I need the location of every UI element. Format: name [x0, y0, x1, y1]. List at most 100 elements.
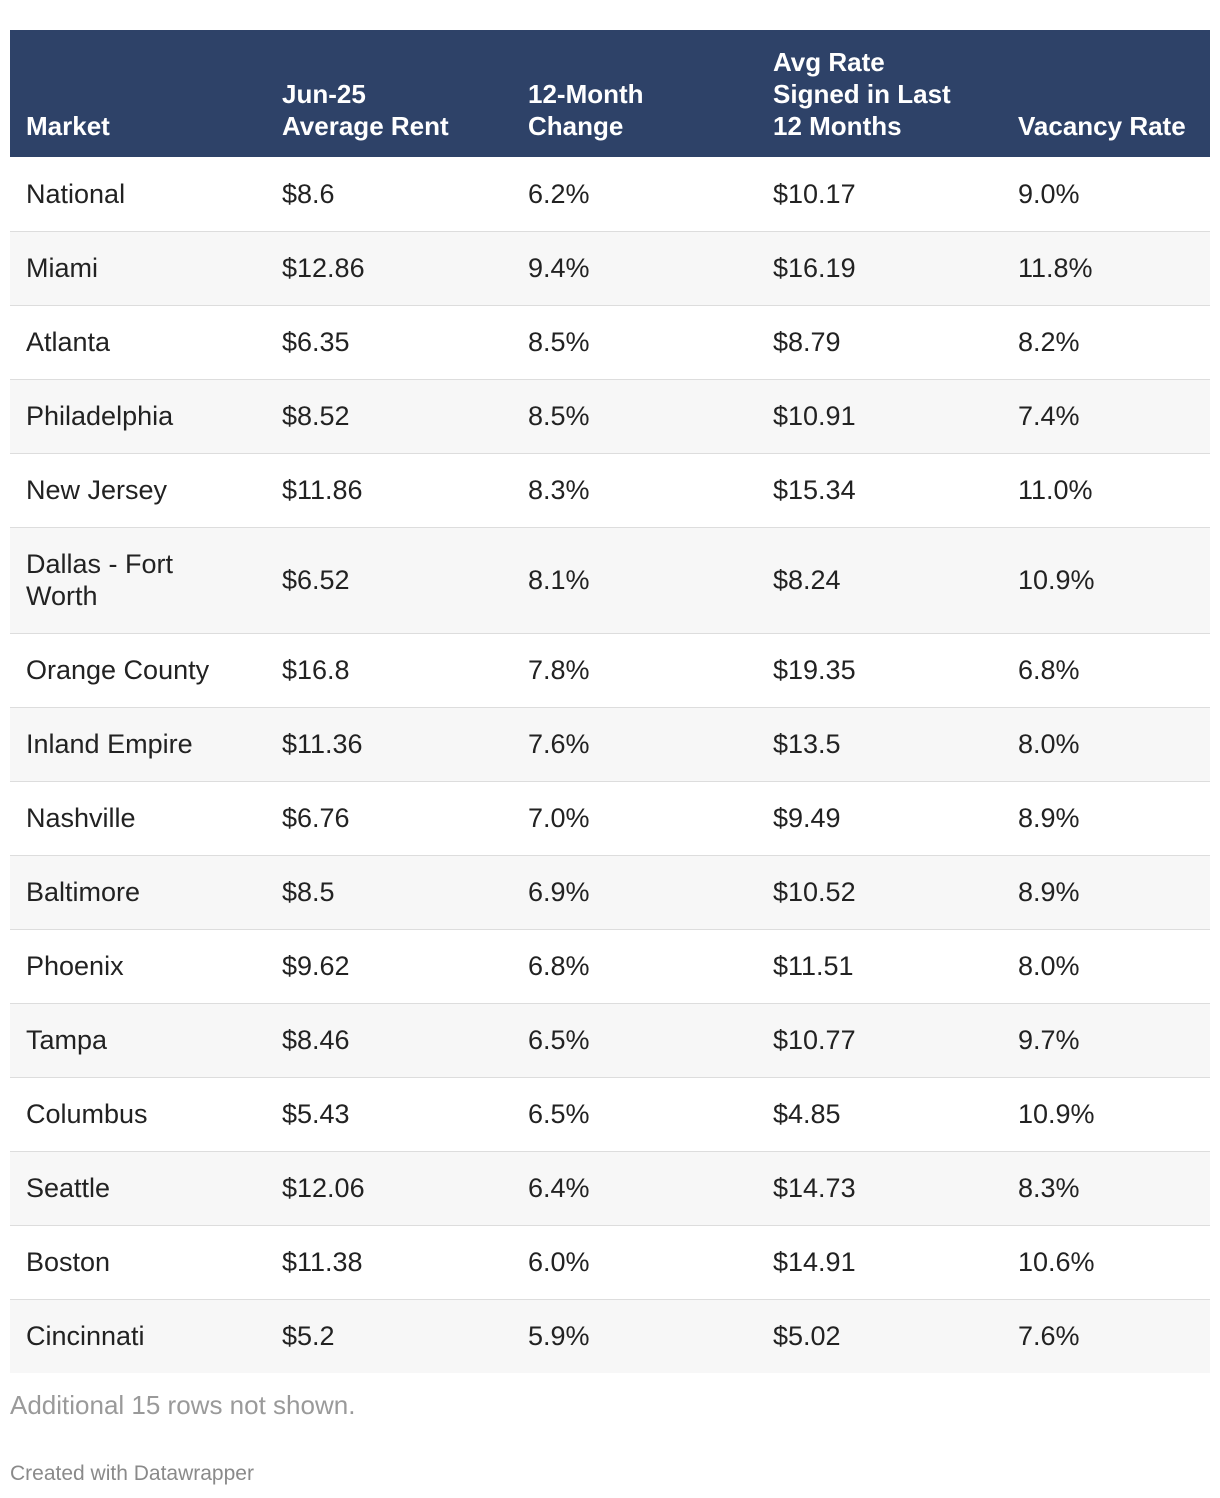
column-header-average-rent: Jun-25 Average Rent	[282, 79, 449, 141]
table-row: Miami $12.86 9.4% $16.19 11.8%	[10, 230, 1210, 305]
cell-change-12-month: 7.8%	[512, 632, 757, 707]
cell-change-12-month: 6.5%	[512, 1002, 757, 1077]
cell-market: Philadelphia	[10, 378, 266, 453]
cell-change-12-month: 7.6%	[512, 706, 757, 781]
cell-average-rent: $11.36	[266, 706, 512, 781]
table-row: Orange County $16.8 7.8% $19.35 6.8%	[10, 632, 1210, 707]
cell-avg-rate-signed: $19.35	[757, 632, 1002, 707]
cell-change-12-month: 9.4%	[512, 230, 757, 305]
table-row: Dallas - Fort Worth $6.52 8.1% $8.24 10.9%	[10, 526, 1210, 633]
cell-vacancy-rate: 9.7%	[1002, 1002, 1210, 1077]
cell-change-12-month: 8.1%	[512, 526, 757, 633]
market-rent-table: Market Jun-25 Average Rent 12-Month Change…	[10, 30, 1210, 1373]
table-row: Tampa $8.46 6.5% $10.77 9.7%	[10, 1002, 1210, 1077]
cell-vacancy-rate: 8.0%	[1002, 706, 1210, 781]
cell-vacancy-rate: 7.4%	[1002, 378, 1210, 453]
cell-vacancy-rate: 11.8%	[1002, 230, 1210, 305]
cell-average-rent: $8.6	[282, 178, 335, 209]
cell-change-12-month: 7.0%	[512, 780, 757, 855]
cell-avg-rate-signed: $11.51	[757, 928, 1002, 1003]
cell-vacancy-rate: 8.0%	[1002, 928, 1210, 1003]
cell-average-rent: $12.06	[266, 1150, 512, 1225]
cell-change-12-month: 6.8%	[512, 928, 757, 1003]
table-row: National $8.6 6.2% $10.17 9.0%	[10, 157, 1210, 231]
cell-average-rent: $5.2	[266, 1298, 512, 1373]
table-row: Inland Empire $11.36 7.6% $13.5 8.0%	[10, 706, 1210, 781]
table-body: National $8.6 6.2% $10.17 9.0% Miami $12.86 9.4…	[10, 157, 1210, 1373]
column-header-vacancy-rate: Vacancy Rate	[1018, 111, 1186, 141]
table-row: Seattle $12.06 6.4% $14.73 8.3%	[10, 1150, 1210, 1225]
cell-change-12-month: 6.4%	[512, 1150, 757, 1225]
cell-average-rent: $12.86	[266, 230, 512, 305]
column-header-market: Market	[26, 111, 110, 141]
cell-average-rent: $11.38	[266, 1224, 512, 1299]
cell-change-12-month: 5.9%	[512, 1298, 757, 1373]
cell-change-12-month: 6.5%	[512, 1076, 757, 1151]
cell-market: Tampa	[10, 1002, 266, 1077]
header-row: Market Jun-25 Average Rent 12-Month Change…	[10, 30, 1210, 157]
cell-market: Nashville	[10, 780, 266, 855]
cell-average-rent: $5.43	[266, 1076, 512, 1151]
datawrapper-credit: Created with Datawrapper	[10, 1462, 254, 1485]
cell-market: National	[26, 178, 126, 209]
cell-market: Miami	[10, 230, 266, 305]
table-header: Market Jun-25 Average Rent 12-Month Change…	[10, 30, 1210, 157]
cell-change-12-month: 8.5%	[512, 304, 757, 379]
cell-average-rent: $11.86	[266, 452, 512, 527]
cell-vacancy-rate: 8.9%	[1002, 780, 1210, 855]
cell-avg-rate-signed: $13.5	[757, 706, 1002, 781]
cell-market: Boston	[10, 1224, 266, 1299]
cell-market: Baltimore	[10, 854, 266, 929]
cell-market: Cincinnati	[10, 1298, 266, 1373]
cell-change-12-month: 8.3%	[512, 452, 757, 527]
cell-change-12-month: 6.9%	[512, 854, 757, 929]
cell-market: Inland Empire	[10, 706, 266, 781]
table-row: Philadelphia $8.52 8.5% $10.91 7.4%	[10, 378, 1210, 453]
cell-vacancy-rate: 6.8%	[1002, 632, 1210, 707]
cell-avg-rate-signed: $4.85	[757, 1076, 1002, 1151]
table-row: Baltimore $8.5 6.9% $10.52 8.9%	[10, 854, 1210, 929]
cell-average-rent: $6.76	[266, 780, 512, 855]
table-row: Atlanta $6.35 8.5% $8.79 8.2%	[10, 304, 1210, 379]
table-row: Cincinnati $5.2 5.9% $5.02 7.6%	[10, 1298, 1210, 1373]
cell-vacancy-rate: 8.3%	[1002, 1150, 1210, 1225]
cell-average-rent: $16.8	[266, 632, 512, 707]
cell-change-12-month: 8.5%	[512, 378, 757, 453]
cell-average-rent: $6.35	[266, 304, 512, 379]
cell-avg-rate-signed: $8.79	[757, 304, 1002, 379]
cell-average-rent: $8.52	[266, 378, 512, 453]
cell-vacancy-rate: 8.9%	[1002, 854, 1210, 929]
data-table-container: Market Jun-25 Average Rent 12-Month Change…	[10, 30, 1210, 1373]
cell-vacancy-rate: 11.0%	[1002, 452, 1210, 527]
cell-market: Phoenix	[10, 928, 266, 1003]
table-row: Phoenix $9.62 6.8% $11.51 8.0%	[10, 928, 1210, 1003]
cell-avg-rate-signed: $16.19	[757, 230, 1002, 305]
cell-market: Seattle	[10, 1150, 266, 1225]
cell-avg-rate-signed: $15.34	[757, 452, 1002, 527]
table-row: Nashville $6.76 7.0% $9.49 8.9%	[10, 780, 1210, 855]
column-header-avg-rate-signed: Avg Rate Signed in Last 12 Months	[773, 47, 951, 141]
cell-avg-rate-signed: $8.24	[757, 526, 1002, 633]
table-row: Boston $11.38 6.0% $14.91 10.6%	[10, 1224, 1210, 1299]
cell-market: Columbus	[10, 1076, 266, 1151]
cell-average-rent: $8.5	[266, 854, 512, 929]
cell-avg-rate-signed: $5.02	[757, 1298, 1002, 1373]
cell-market: New Jersey	[10, 452, 266, 527]
cell-market: Orange County	[10, 632, 266, 707]
cell-average-rent: $8.46	[266, 1002, 512, 1077]
cell-vacancy-rate: 10.6%	[1002, 1224, 1210, 1299]
cell-avg-rate-signed: $10.77	[757, 1002, 1002, 1077]
cell-avg-rate-signed: $14.73	[757, 1150, 1002, 1225]
cell-change-12-month: 6.2%	[528, 178, 590, 209]
cell-market: Dallas - Fort Worth	[10, 526, 266, 633]
column-header-change-12-month: 12-Month Change	[528, 79, 644, 141]
cell-average-rent: $6.52	[266, 526, 512, 633]
cell-vacancy-rate: 7.6%	[1002, 1298, 1210, 1373]
cell-market: Atlanta	[10, 304, 266, 379]
table-row: Columbus $5.43 6.5% $4.85 10.9%	[10, 1076, 1210, 1151]
cell-avg-rate-signed: $9.49	[757, 780, 1002, 855]
table-row: New Jersey $11.86 8.3% $15.34 11.0%	[10, 452, 1210, 527]
cell-vacancy-rate: 10.9%	[1002, 1076, 1210, 1151]
cell-avg-rate-signed: $10.91	[757, 378, 1002, 453]
cell-avg-rate-signed: $14.91	[757, 1224, 1002, 1299]
